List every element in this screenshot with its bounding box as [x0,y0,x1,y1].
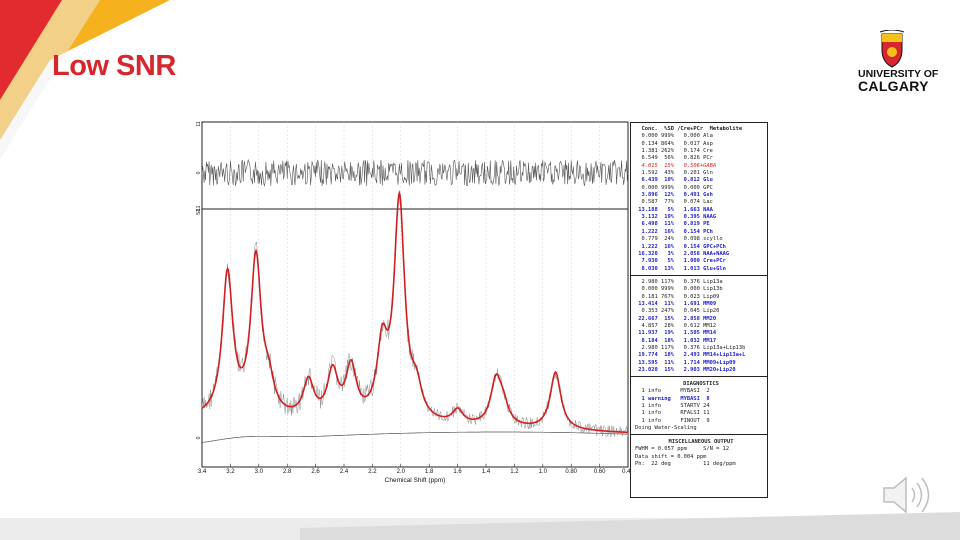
metabolite-row: 8.030 13% 1.013 Glu+Gln [635,265,726,272]
diagnostic-row: 1 warning MYBASI 8 [635,395,710,402]
residual-axis: 11 0 -11 [196,121,202,212]
metabolite-row: 7.930 5% 1.000 Cre+PCr [635,258,726,265]
x-tick-label: 1.8 [425,469,434,475]
diagnostic-row: 1 info MYBASI 2 [635,388,710,395]
misc-output-section: MISCELLANEOUS OUTPUT FWHM = 0.057 ppm S/… [631,435,767,470]
x-tick-label: 1.6 [453,469,462,475]
x-tick-label: 1.0 [539,469,548,475]
main-tick-label: 0 [196,436,202,439]
metabolite-row: 0.587 77% 0.074 Lac [635,199,713,206]
x-tick-label: 0.40 [622,469,632,475]
lipid-row: 11.937 19% 1.505 MM14 [635,330,717,337]
metabolite-row: 3.896 12% 0.491 Gsh [635,192,713,199]
metabolite-row: 0.000 999% 0.000 Ala [635,133,713,140]
main-axis: 51 0 [196,209,202,439]
metabolite-row: 13.188 5% 1.663 NAA [635,206,713,213]
residual-trace [201,158,629,187]
x-tick-label: 2.0 [397,469,406,475]
metabolite-row: 1.222 16% 0.154 PCh [635,228,713,235]
diagnostics-section: DIAGNOSTICS 1 info MYBASI 2 1 warning MY… [631,377,767,436]
lipid-row: 0.353 247% 0.045 Lip20 [635,308,720,315]
x-tick-label: 3.4 [198,469,207,475]
lipid-row: 0.000 999% 0.000 Lip13b [635,286,723,293]
lipid-row: 2.980 117% 0.376 Lip13a+Lip13b [635,344,746,351]
x-tick-label: 2.6 [311,469,320,475]
lipid-row: 13.414 11% 1.691 MM09 [635,300,717,307]
diagnostic-row: 1 info FINOUT 9 [635,417,710,424]
x-tick-label: 2.2 [368,469,377,475]
lipid-table: 2.980 117% 0.376 Lip13a 0.000 999% 0.000… [631,276,767,378]
plot-frame [201,121,629,468]
metabolite-row: 4.015 15% 0.506+GABA [635,162,717,169]
metabolite-row: 16.320 3% 2.058 NAA+NAAG [635,250,730,257]
x-tick-label: 1.4 [482,469,491,475]
lipid-row: 2.980 117% 0.376 Lip13a [635,278,723,285]
metabolite-row: 1.381 262% 0.174 Cre [635,148,713,155]
x-tick-label: 0.80 [565,469,577,475]
residual-tick-label: 0 [196,171,202,174]
metabolite-row: 1.592 43% 0.201 Gln [635,170,713,177]
x-tick-label: 0.60 [594,469,606,475]
residual-tick-label: -11 [196,205,202,212]
metabolite-table: Conc. %SD /Cre+PCr Metabolite 0.000 999%… [631,123,767,276]
x-tick-label: 1.2 [510,469,519,475]
metabolite-row: 1.222 16% 0.154 GPC+PCh [635,243,726,250]
metabolite-row: 6.498 11% 0.819 PE [635,221,710,228]
diagnostics-title: DIAGNOSTICS [683,381,719,388]
metabolite-row: 6.549 56% 0.826 PCr [635,155,713,162]
x-tick-label: 2.4 [340,469,349,475]
lipid-row: 23.020 15% 2.903 MM20+Lip20 [635,367,736,373]
diagnostic-row: 1 info STARTV 24 [635,403,710,410]
lcmodel-results-panel: Conc. %SD /Cre+PCr Metabolite 0.000 999%… [630,122,768,498]
mrs-spectrum-chart: 11 0 -11 51 0 3.4 3.2 3.0 2.8 2.6 2.4 2.2 2.0 1.8 1.… [196,121,632,484]
lipid-row: 8.184 18% 1.032 MM17 [635,337,717,344]
x-axis: 3.4 3.2 3.0 2.8 2.6 2.4 2.2 2.0 1.8 1.6 1.4 1.2 1.0 0… [198,464,632,475]
metabolite-row: 0.000 999% 0.000 GPC [635,184,713,191]
metabolite-table-header: Conc. %SD /Cre+PCr Metabolite [635,126,743,132]
metabolite-row: 6.439 10% 0.812 Glu [635,177,713,184]
slide-title: Low SNR [52,50,176,82]
main-tick-label: 51 [196,209,202,215]
lipid-row: 13.595 11% 1.714 MM09+Lip09 [635,359,736,366]
lipid-row: 22.667 15% 2.858 MM20 [635,315,717,322]
crest-icon [879,30,905,68]
diagnostic-row: Doing Water-Scaling [635,425,697,432]
metabolite-row: 0.134 864% 0.017 Asp [635,140,713,147]
logo-text-calgary: CALGARY [858,78,929,94]
fit-trace [201,189,628,434]
misc-output-title: MISCELLANEOUS OUTPUT [668,439,734,446]
logo-text-university: UNIVERSITY OF [858,68,939,80]
misc-output-row: Data shift = 0.004 ppm [635,453,707,460]
x-axis-label: Chemical Shift (ppm) [385,477,446,484]
x-tick-label: 3.2 [226,469,235,475]
baseline-trace [201,431,628,443]
lipid-row: 19.774 18% 2.493 MM14+Lip13a+L [635,352,746,359]
lipid-row: 0.181 767% 0.023 Lip09 [635,293,720,300]
x-tick-label: 3.0 [255,469,264,475]
metabolite-row: 0.779 24% 0.098 scyllo [635,236,723,243]
x-tick-label: 2.8 [283,469,292,475]
misc-output-row: FWHM = 0.057 ppm S/N = 12 [635,446,730,453]
residual-tick-label: 11 [196,121,202,126]
lipid-row: 4.857 28% 0.612 MM12 [635,322,717,329]
university-logo: UNIVERSITY OF CALGARY [858,30,938,94]
speaker-icon[interactable] [880,470,940,520]
metabolite-row: 3.132 19% 0.395 NAAG [635,214,717,221]
diagnostic-row: 1 info RFALSI 11 [635,410,710,417]
misc-output-row: Ph: 22 deg 11 deg/ppm [635,461,736,468]
